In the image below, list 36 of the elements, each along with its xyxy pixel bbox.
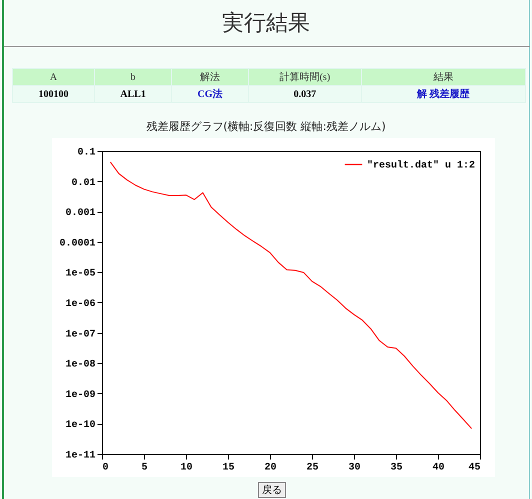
y-tick-label: 1e-09 <box>65 390 96 401</box>
text: ALL1 <box>94 86 172 102</box>
y-tick-label: 1e-08 <box>65 360 96 371</box>
y-tick-label: 0.001 <box>65 208 96 220</box>
text: 0.037 <box>248 86 362 102</box>
text: 100100 <box>12 86 95 102</box>
chart-title: 実行結果 <box>221 10 311 38</box>
text: 解法 <box>172 68 248 86</box>
x-tick-label: 30 <box>348 462 361 474</box>
x-tick-label: 0 <box>102 462 109 474</box>
text: 結果 <box>361 68 526 86</box>
x-tick-label: 5 <box>141 462 148 474</box>
line-series <box>110 162 472 430</box>
y-tick-label: 0.1 <box>77 148 96 158</box>
x-tick-label: 40 <box>432 462 445 474</box>
y-tick-label: 1e-05 <box>65 268 96 280</box>
x-tick-label: 15 <box>222 462 235 474</box>
y-tick-label: 0.01 <box>71 178 96 189</box>
x-tick-label: 20 <box>264 462 277 474</box>
x-tick-label: 35 <box>390 462 403 474</box>
text: CG法 <box>172 86 248 102</box>
text: A <box>12 68 95 86</box>
y-tick-label: 1e-07 <box>65 329 96 340</box>
text: 解 残差履歴 <box>361 86 526 102</box>
back-button[interactable]: 戻る <box>258 482 286 498</box>
y-tick-label: 0.0001 <box>59 238 96 250</box>
x-tick-label: 10 <box>180 462 193 474</box>
y-tick-label: 1e-10 <box>65 420 96 432</box>
text: 計算時間(s) <box>248 68 362 86</box>
x-tick-label: 45 <box>468 462 480 474</box>
y-tick-label: 1e-11 <box>65 450 96 462</box>
legend-label: "result.dat" u 1:2 <box>367 160 476 172</box>
x-tick-label: 25 <box>306 462 319 474</box>
y-tick-label: 1e-06 <box>65 299 96 310</box>
text: b <box>94 68 172 86</box>
chart-subtitle: 残差履歴グラフ(横軸:反復回数 縦軸:残差ノルム) <box>145 119 387 134</box>
